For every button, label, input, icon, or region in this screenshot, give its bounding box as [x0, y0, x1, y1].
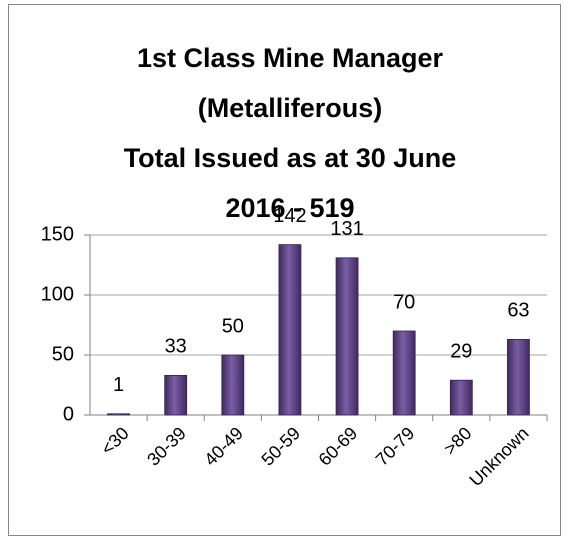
data-label: 33: [165, 336, 187, 358]
chart-title: Total Issued as at 30 June: [124, 143, 457, 173]
bar: [278, 244, 302, 416]
data-label: 50: [222, 315, 244, 337]
bar: [449, 379, 473, 416]
bar: [392, 330, 416, 416]
y-tick-label: 0: [63, 403, 74, 425]
data-label: 1: [113, 374, 124, 396]
chart-title: 1st Class Mine Manager: [137, 43, 444, 73]
y-tick-label: 150: [41, 223, 74, 245]
bar: [164, 374, 188, 416]
data-label: 29: [450, 340, 472, 362]
bar: [507, 338, 530, 416]
bar: [107, 413, 130, 416]
y-tick-label: 100: [41, 283, 74, 305]
chart-title: 2016 - 519: [225, 193, 354, 223]
bar: [335, 257, 359, 416]
data-label: 63: [507, 300, 529, 322]
chart-title: (Metalliferous): [198, 93, 383, 123]
data-label: 131: [330, 218, 363, 240]
data-label: 70: [393, 291, 415, 313]
data-label: 142: [273, 205, 306, 227]
bar: [221, 354, 245, 416]
y-tick-label: 50: [52, 343, 74, 365]
